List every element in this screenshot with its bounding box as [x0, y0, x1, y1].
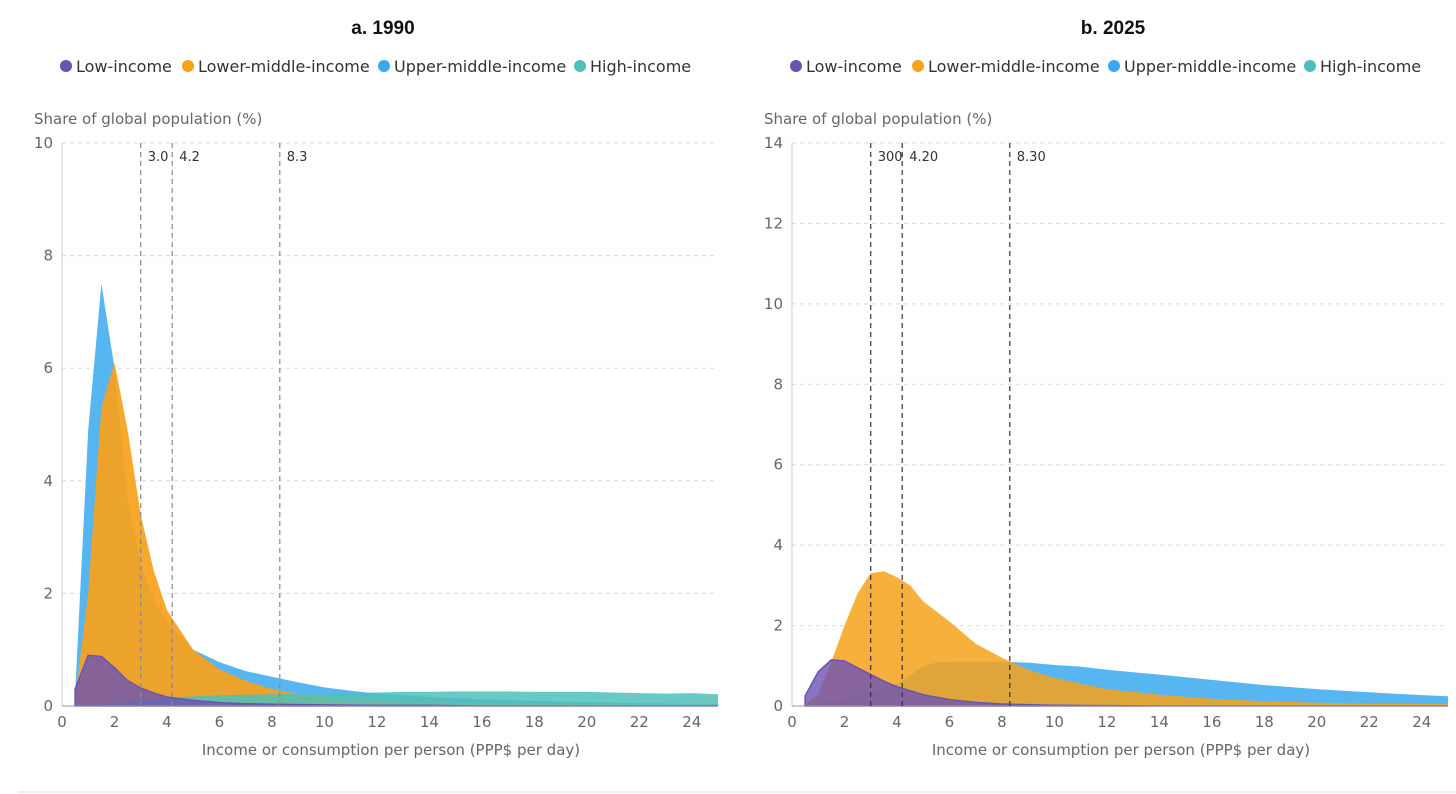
- y-tick-label: 0: [773, 697, 783, 715]
- y-tick-label: 4: [773, 536, 783, 554]
- legend-label: Low-income: [806, 57, 902, 76]
- x-tick-label: 14: [420, 713, 439, 731]
- x-tick-label: 6: [945, 713, 955, 731]
- x-axis-title: Income or consumption per person (PPP$ p…: [932, 741, 1310, 759]
- legend-swatch: [60, 60, 72, 72]
- poverty-line-label: 3.0: [148, 150, 169, 165]
- x-tick-label: 2: [840, 713, 850, 731]
- legend-swatch: [182, 60, 194, 72]
- legend-item-upper-middle: Upper-middle-income: [1108, 57, 1296, 76]
- legend-item-low: Low-income: [60, 57, 172, 76]
- area-lower-middle: [805, 571, 1448, 706]
- x-tick-label: 8: [997, 713, 1007, 731]
- legend-item-upper-middle: Upper-middle-income: [378, 57, 566, 76]
- chart-panel-a: a. 1990 Low-income Lower-middle-income Uppe…: [34, 18, 719, 759]
- x-tick-label: 14: [1150, 713, 1169, 731]
- x-tick-label: 18: [525, 713, 544, 731]
- x-tick-label: 16: [472, 713, 491, 731]
- x-tick-label: 16: [1202, 713, 1221, 731]
- x-tick-label: 8: [267, 713, 277, 731]
- poverty-line-label: 4.20: [909, 150, 938, 165]
- x-tick-label: 20: [1307, 713, 1326, 731]
- x-tick-label: 24: [682, 713, 701, 731]
- y-tick-label: 12: [764, 214, 783, 232]
- y-axis-title: Share of global population (%): [34, 110, 262, 128]
- y-tick-label: 6: [43, 359, 53, 377]
- y-tick-label: 8: [43, 247, 53, 265]
- y-tick-label: 8: [773, 375, 783, 393]
- panel-title: a. 1990: [351, 18, 414, 39]
- x-tick-label: 4: [162, 713, 172, 731]
- legend-swatch: [378, 60, 390, 72]
- x-tick-label: 10: [315, 713, 334, 731]
- y-tick-label: 6: [773, 456, 783, 474]
- x-tick-label: 0: [57, 713, 67, 731]
- legend-swatch: [790, 60, 802, 72]
- poverty-line-label: 300: [878, 150, 903, 165]
- x-tick-label: 4: [892, 713, 902, 731]
- poverty-line-label: 8.3: [287, 150, 308, 165]
- legend-label: High-income: [590, 57, 691, 76]
- legend-label: Upper-middle-income: [394, 57, 566, 76]
- y-tick-label: 10: [34, 134, 53, 152]
- legend-swatch: [1108, 60, 1120, 72]
- x-axis-title: Income or consumption per person (PPP$ p…: [202, 741, 580, 759]
- y-tick-label: 2: [773, 617, 783, 635]
- x-tick-label: 18: [1255, 713, 1274, 731]
- x-tick-label: 10: [1045, 713, 1064, 731]
- y-tick-label: 4: [43, 472, 53, 490]
- y-axis-title: Share of global population (%): [764, 110, 992, 128]
- legend-label: Low-income: [76, 57, 172, 76]
- legend-item-high: High-income: [574, 57, 691, 76]
- x-tick-label: 22: [1360, 713, 1379, 731]
- area-lower-middle: [75, 362, 719, 706]
- area-high: [75, 691, 719, 706]
- legend-item-lower-middle: Lower-middle-income: [912, 57, 1100, 76]
- chart-panel-b: b. 2025 Low-income Lower-middle-income Uppe…: [764, 18, 1448, 759]
- poverty-line-label: 8.30: [1017, 150, 1046, 165]
- legend-swatch: [1304, 60, 1316, 72]
- x-tick-label: 20: [577, 713, 596, 731]
- legend-item-high: High-income: [1304, 57, 1421, 76]
- legend-item-lower-middle: Lower-middle-income: [182, 57, 370, 76]
- x-tick-label: 24: [1412, 713, 1431, 731]
- legend-label: Lower-middle-income: [928, 57, 1100, 76]
- x-tick-label: 6: [215, 713, 225, 731]
- y-tick-label: 10: [764, 295, 783, 313]
- legend-label: Upper-middle-income: [1124, 57, 1296, 76]
- legend-swatch: [912, 60, 924, 72]
- legend-label: Lower-middle-income: [198, 57, 370, 76]
- legend-label: High-income: [1320, 57, 1421, 76]
- legend-item-low: Low-income: [790, 57, 902, 76]
- x-tick-label: 22: [630, 713, 649, 731]
- legend-swatch: [574, 60, 586, 72]
- poverty-line-label: 4.2: [179, 150, 200, 165]
- x-tick-label: 12: [367, 713, 386, 731]
- x-tick-label: 2: [110, 713, 120, 731]
- y-tick-label: 14: [764, 134, 783, 152]
- x-tick-label: 0: [787, 713, 797, 731]
- x-tick-label: 12: [1097, 713, 1116, 731]
- panel-title: b. 2025: [1081, 18, 1146, 39]
- y-tick-label: 2: [43, 584, 53, 602]
- y-tick-label: 0: [43, 697, 53, 715]
